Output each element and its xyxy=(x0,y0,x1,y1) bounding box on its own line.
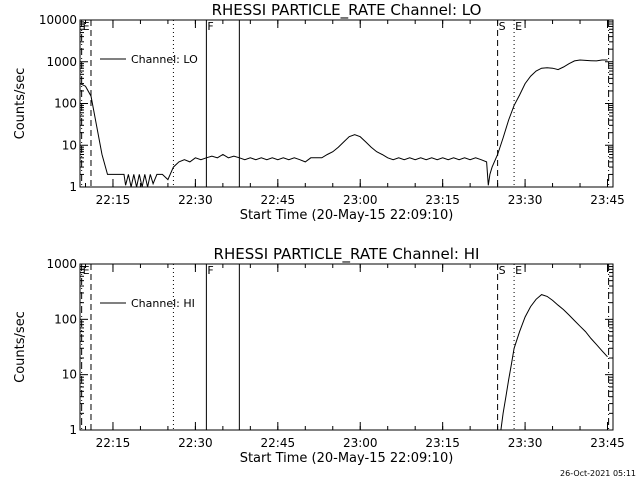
panel-1-series-line-1 xyxy=(79,59,608,188)
panel-1-title: RHESSI PARTICLE_RATE Channel: LO xyxy=(212,1,482,20)
panel-2-plot-frame xyxy=(79,263,614,431)
panel-1-y-tick-label: 1000 xyxy=(46,55,77,69)
panel-1-x-tick-label: 22:15 xyxy=(96,193,131,207)
panel-1-x-tick-label: 23:45 xyxy=(590,193,625,207)
panel-2-event-marker-label-4: F xyxy=(207,264,213,277)
panel-1-x-tick-label: 22:30 xyxy=(178,193,213,207)
panel-2-y-tick-label: 100 xyxy=(54,312,77,326)
panel-1-x-tick-label: 23:15 xyxy=(425,193,460,207)
panel-2-y-axis-label: Counts/sec xyxy=(13,311,28,383)
panel-1-event-marker-label-1: E xyxy=(83,20,90,33)
panel-1-y-axis-label: Counts/sec xyxy=(13,68,28,140)
panel-1-event-marker-label-6: S xyxy=(499,20,506,33)
panel-1-plot-frame xyxy=(79,19,614,188)
panel-2-x-tick-label: 23:15 xyxy=(425,436,460,450)
panel-1-y-tick-label: 10 xyxy=(62,138,77,152)
panel-2-legend-label: Channel: HI xyxy=(131,297,195,310)
panel-2-title: RHESSI PARTICLE_RATE Channel: HI xyxy=(214,245,480,264)
panel-2-x-axis-label: Start Time (20-May-15 22:09:10) xyxy=(240,451,454,466)
panel-2-x-tick-label: 22:15 xyxy=(96,436,131,450)
panel-1-x-axis-label: Start Time (20-May-15 22:09:10) xyxy=(240,208,454,223)
panel-2-y-tick-label: 1000 xyxy=(46,257,77,271)
panel-1-y-tick-label: 1 xyxy=(69,180,77,194)
panel-1-event-marker-label-4: F xyxy=(207,20,213,33)
panel-2-x-tick-label: 23:00 xyxy=(343,436,378,450)
panel-1-x-tick-label: 23:30 xyxy=(508,193,543,207)
panel-2-y-tick-label: 10 xyxy=(62,368,77,382)
panel-2-x-tick-label: 22:30 xyxy=(178,436,213,450)
panel-2-x-tick-label: 22:45 xyxy=(261,436,296,450)
panel-2-y-tick-label: 1 xyxy=(69,423,77,437)
panel-1-x-tick-label: 23:00 xyxy=(343,193,378,207)
panel-2-x-tick-label: 23:30 xyxy=(508,436,543,450)
panel-1-legend-label: Channel: LO xyxy=(131,53,198,66)
panel-2-x-tick-label: 23:45 xyxy=(590,436,625,450)
panel-1-y-tick-label: 100 xyxy=(54,97,77,111)
plot-timestamp: 26-Oct-2021 05:11 xyxy=(560,469,636,478)
panel-2-event-marker-label-7: E xyxy=(515,264,522,277)
panel-2-event-marker-label-1: E xyxy=(83,264,90,277)
panel-1-x-tick-label: 22:45 xyxy=(261,193,296,207)
panel-1-y-tick-label: 10000 xyxy=(39,13,77,27)
panel-2-series-line-1 xyxy=(500,294,608,431)
panel-2-event-marker-label-6: S xyxy=(499,264,506,277)
panel-1-event-marker-label-7: E xyxy=(515,20,522,33)
